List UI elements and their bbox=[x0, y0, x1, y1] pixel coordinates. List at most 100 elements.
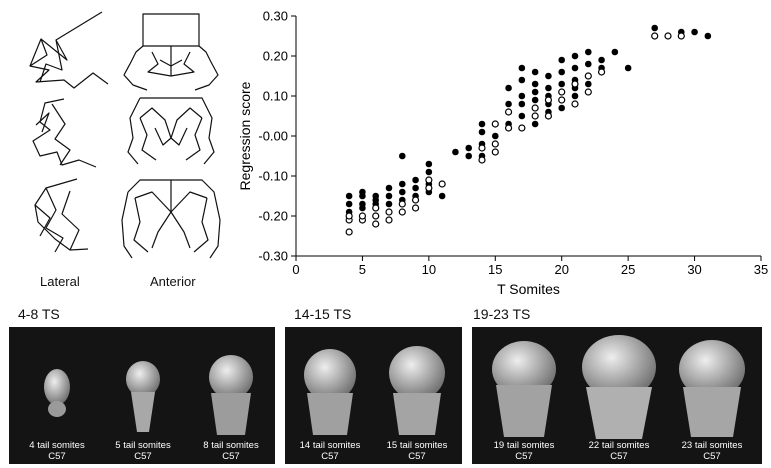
data-point-open bbox=[491, 140, 499, 148]
data-point-open bbox=[345, 212, 353, 220]
data-point-open bbox=[385, 216, 393, 224]
data-point-open bbox=[558, 96, 566, 104]
y-tick-label: 0.20 bbox=[263, 49, 288, 64]
data-point-filled bbox=[558, 80, 566, 88]
data-point-open bbox=[372, 212, 380, 220]
data-point-open bbox=[571, 80, 579, 88]
y-tick-label: -0.10 bbox=[258, 169, 288, 184]
data-point-open bbox=[531, 112, 539, 120]
data-point-filled bbox=[398, 188, 406, 196]
data-point-filled bbox=[398, 152, 406, 160]
embryo-image bbox=[679, 340, 745, 437]
data-point-filled bbox=[691, 28, 698, 36]
data-point-filled bbox=[505, 100, 512, 108]
data-point-open bbox=[478, 144, 486, 152]
lateral-wireframe-1 bbox=[29, 11, 109, 89]
data-point-open bbox=[584, 88, 592, 96]
data-point-filled bbox=[359, 192, 366, 200]
data-point-open bbox=[372, 204, 380, 212]
data-point-filled bbox=[558, 56, 566, 64]
data-point-filled bbox=[465, 144, 473, 152]
data-point-open bbox=[438, 180, 446, 188]
data-point-filled bbox=[571, 52, 579, 60]
data-point-filled bbox=[624, 64, 632, 72]
data-point-filled bbox=[571, 64, 579, 72]
data-point-open bbox=[544, 112, 553, 120]
embryo-panel-4-8: 4 tail somites C57 5 tail somites C57 8 ta… bbox=[9, 327, 275, 464]
data-point-open bbox=[504, 108, 513, 116]
data-point-open bbox=[504, 124, 513, 132]
data-point-open bbox=[664, 32, 672, 40]
data-point-filled bbox=[531, 80, 539, 88]
embryo-image bbox=[582, 335, 656, 439]
chart-axes: 0 5 10 15 20 25 30 35 0.30 0.20 0.10 -0.00 -0.10 -0.2… bbox=[237, 9, 768, 298]
data-point-open bbox=[411, 196, 420, 204]
data-point-open bbox=[411, 204, 420, 212]
embryo-panel-19-23: 19 tail somites C57 22 tail somites C57 23… bbox=[472, 327, 762, 464]
data-point-filled bbox=[518, 100, 526, 108]
data-point-open bbox=[558, 88, 566, 96]
embryo-image bbox=[304, 349, 356, 435]
data-point-open bbox=[491, 120, 499, 128]
data-point-filled bbox=[425, 168, 433, 176]
x-tick-label: 20 bbox=[554, 262, 568, 277]
regression-scatter-chart: 0 5 10 15 20 25 30 35 0.30 0.20 0.10 -0.00 -0.10 -0.2… bbox=[237, 9, 768, 298]
data-point-filled bbox=[584, 80, 592, 88]
data-point-filled bbox=[571, 92, 579, 100]
data-point-filled bbox=[518, 76, 526, 84]
data-point-filled bbox=[531, 68, 539, 76]
data-point-filled bbox=[425, 160, 433, 168]
data-point-open bbox=[425, 176, 433, 184]
anterior-label: Anterior bbox=[150, 274, 196, 289]
embryo-caption: 4 tail somites C57 bbox=[29, 440, 85, 462]
embryo-caption: 22 tail somites C57 bbox=[588, 440, 650, 462]
group-title-19-23: 19-23 TS bbox=[473, 306, 531, 322]
data-point-filled bbox=[491, 132, 499, 140]
data-point-filled bbox=[385, 192, 393, 200]
lateral-label: Lateral bbox=[40, 274, 80, 289]
anterior-wireframe-2 bbox=[127, 97, 215, 165]
data-point-filled bbox=[598, 56, 605, 64]
data-point-filled bbox=[518, 112, 526, 120]
data-point-filled bbox=[478, 128, 486, 136]
lateral-wireframe-3 bbox=[34, 178, 89, 253]
group-title-14-15: 14-15 TS bbox=[294, 306, 352, 322]
data-point-open bbox=[597, 68, 606, 76]
data-point-filled bbox=[651, 24, 659, 32]
data-point-filled bbox=[412, 176, 419, 184]
data-point-open bbox=[491, 148, 499, 156]
y-tick-label: 0.30 bbox=[263, 9, 288, 24]
embryo-caption: 8 tail somites C57 bbox=[203, 440, 259, 462]
embryo-image bbox=[389, 346, 445, 435]
y-axis-label: Regression score bbox=[237, 81, 253, 190]
y-tick-label: -0.20 bbox=[258, 209, 288, 224]
data-point-open bbox=[651, 32, 659, 40]
data-point-filled bbox=[545, 72, 552, 80]
x-tick-label: 25 bbox=[621, 262, 635, 277]
x-tick-label: 10 bbox=[422, 262, 436, 277]
embryo-images-14-15 bbox=[304, 346, 445, 435]
x-tick-label: 35 bbox=[754, 262, 768, 277]
data-point-filled bbox=[398, 180, 406, 188]
embryo-caption: 5 tail somites C57 bbox=[115, 440, 171, 462]
embryo-caption: 23 tail somites C57 bbox=[681, 440, 743, 462]
data-point-open bbox=[584, 72, 592, 80]
data-point-filled bbox=[465, 152, 473, 160]
wireframe-figures bbox=[29, 11, 221, 259]
lateral-wireframe-2 bbox=[32, 98, 97, 168]
embryo-image bbox=[44, 369, 70, 417]
data-point-filled bbox=[545, 84, 552, 92]
embryo-image bbox=[492, 341, 556, 437]
data-point-filled bbox=[505, 84, 512, 92]
data-point-filled bbox=[478, 120, 486, 128]
x-tick-label: 30 bbox=[687, 262, 701, 277]
data-point-filled bbox=[412, 184, 419, 192]
x-tick-label: 0 bbox=[292, 262, 299, 277]
data-point-filled bbox=[531, 96, 539, 104]
data-point-filled bbox=[385, 200, 393, 208]
chart-points bbox=[345, 24, 712, 236]
data-point-filled bbox=[531, 88, 539, 96]
data-point-filled bbox=[345, 200, 353, 208]
data-point-open bbox=[372, 220, 380, 228]
data-point-filled bbox=[385, 184, 393, 192]
